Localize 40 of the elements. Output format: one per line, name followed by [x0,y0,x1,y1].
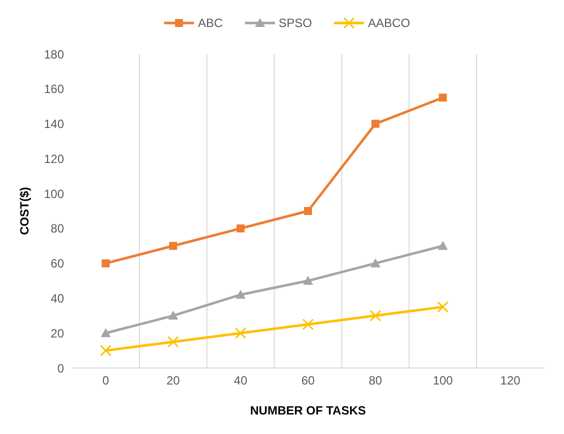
legend-label: ABC [196,16,223,30]
point [370,310,382,322]
y-tick-label: 60 [50,256,64,271]
point [438,94,447,102]
y-tick-label: 180 [44,47,64,62]
x-tick-label: 60 [301,374,315,388]
y-tick-label: 160 [44,82,64,96]
x-tick-label: 0 [102,374,110,388]
point [437,301,449,313]
legend-label: AABCO [367,16,410,30]
y-tick-label: 40 [50,291,64,306]
point [302,318,314,330]
y-tick-label: 120 [44,152,64,166]
x-tick-label: 100 [432,374,454,388]
point [167,336,179,348]
point [438,240,448,250]
x-tick-label: 80 [368,374,382,388]
x-axis-title: NUMBER OF TASKS [250,404,366,418]
y-tick-label: 140 [44,117,64,132]
y-tick-label: 80 [50,222,64,236]
point [100,328,111,338]
point [168,310,178,320]
point [234,327,246,339]
x-tick-label: 40 [234,374,248,388]
point [102,259,110,268]
point [169,242,178,250]
point [303,276,313,285]
legend-label: SPSO [278,16,312,30]
point [100,344,112,356]
point [371,120,380,128]
x-tick-label: 120 [500,374,521,388]
point [304,207,312,215]
y-tick-label: 0 [57,361,64,376]
y-tick-label: 20 [50,326,64,340]
x-tick-label: 20 [166,374,180,388]
y-axis-title: COST($) [17,186,32,235]
point [236,224,245,232]
point [370,258,380,268]
y-tick-label: 100 [44,186,64,201]
point [236,290,246,299]
